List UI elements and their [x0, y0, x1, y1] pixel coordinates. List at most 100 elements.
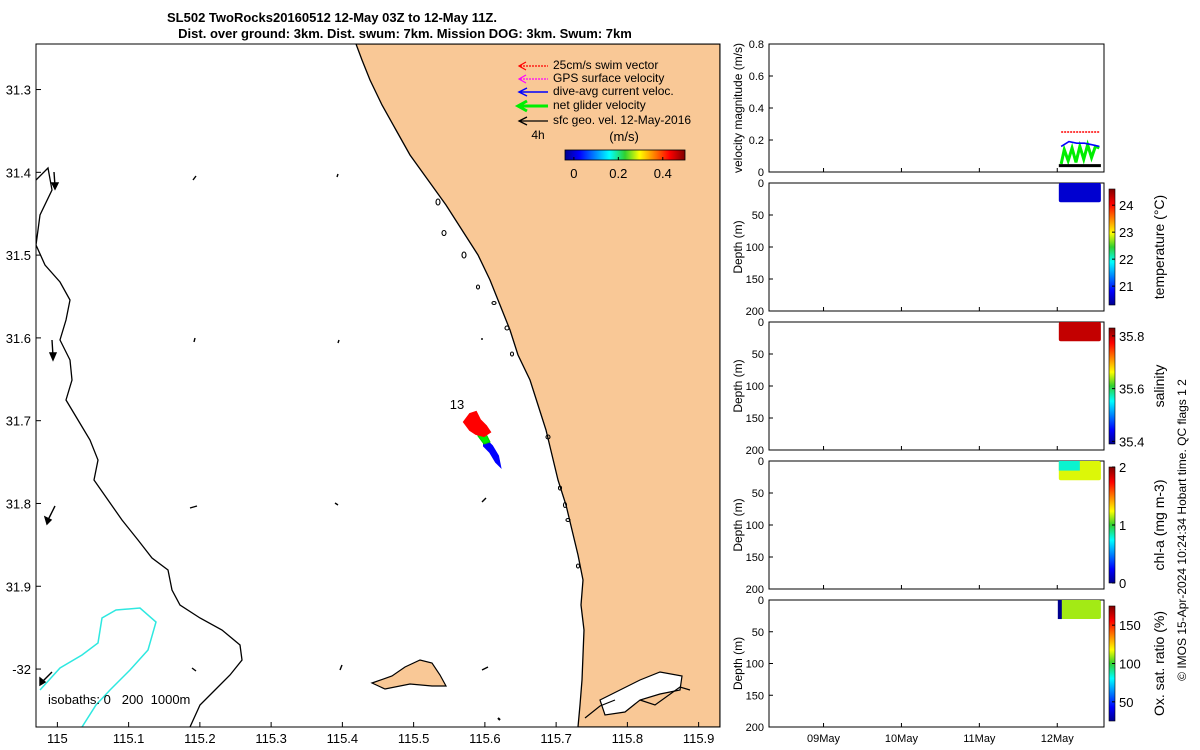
- legend-label-geo-velocity: sfc geo. vel. 12-May-2016: [553, 113, 691, 127]
- legend-item-dive-avg: dive-avg current veloc.: [517, 84, 674, 98]
- panel-y-tick-label: 50: [752, 349, 764, 361]
- hours-label: 4h: [531, 128, 544, 142]
- panel-y-tick-label: 0: [758, 456, 764, 468]
- magenta-arrow-icon: [517, 74, 527, 84]
- panel-y-tick-label: 200: [746, 306, 764, 318]
- map-x-tick-label: 115.2: [184, 731, 216, 746]
- time-axis: 09May 10May 11May 12May: [807, 733, 1074, 745]
- panel-y-tick-label: 150: [746, 690, 764, 702]
- panel-y-tick-label: 50: [752, 488, 764, 500]
- map-y-tick-label: -32: [12, 662, 31, 677]
- map-x-tick-label: 115.9: [683, 731, 715, 746]
- colorbar-tick-label: 24: [1119, 198, 1133, 213]
- map-y-tick-label: 31.6: [6, 331, 31, 346]
- red-arrow-icon: [517, 61, 527, 71]
- map-y-tick-label: 31.9: [6, 579, 31, 594]
- panel-y-label: Depth (m): [731, 498, 745, 551]
- map-colorbar: [564, 149, 686, 161]
- isobath-200m: [39, 607, 157, 727]
- panel-colorbar: [1108, 327, 1116, 445]
- map-x-tick-label: 115.1: [113, 731, 145, 746]
- colorbar-tick-label: 150: [1119, 618, 1141, 633]
- colorbar-tick-label: 1: [1119, 518, 1126, 533]
- panel-y-tick-label: 0: [758, 595, 764, 607]
- panel-frame: [768, 460, 1105, 590]
- colorbar-tick-label: 50: [1119, 695, 1133, 710]
- profile-block: [1058, 183, 1101, 203]
- profile-block-variation: [1058, 461, 1080, 471]
- panel-2: 0 50 100 150 200 Depth (m) 21 22 23 24 temperature…: [731, 178, 1167, 318]
- panel-4: 0 50 100 150 200 Depth (m) 0 1 2 chl-a (mg m-3): [731, 456, 1167, 596]
- legend-item-swim-vector: 25cm/s swim vector: [517, 58, 658, 72]
- panel-y-tick-label: 100: [746, 242, 764, 254]
- panel-y-tick-label: 50: [752, 627, 764, 639]
- segment-label: 13: [450, 397, 464, 412]
- profile-block: [1058, 322, 1101, 342]
- glider-track: [462, 410, 502, 721]
- legend-label-swim-vector: 25cm/s swim vector: [553, 58, 658, 72]
- colorbar-tick-label: 100: [1119, 657, 1141, 672]
- colorbar-tick-label: 22: [1119, 252, 1133, 267]
- series-line: [1059, 139, 1100, 166]
- panel-y-tick-label: 100: [746, 520, 764, 532]
- isobath-1000m: [36, 166, 243, 727]
- panel-5: 0 50 100 150 200 Depth (m) 50 100 150 Ox. sat. ra…: [731, 595, 1167, 734]
- profile-block-edge: [1057, 600, 1062, 620]
- time-tick-label: 11May: [963, 733, 996, 745]
- panel-y-tick-label: 0: [758, 317, 764, 329]
- reef-outlines: [435, 198, 581, 569]
- map-colorbar-tick-label: 0.4: [654, 166, 672, 181]
- time-tick-label: 10May: [885, 733, 919, 745]
- colorbar-tick-label: 0: [1119, 576, 1126, 591]
- panel-1: 0 0.2 0.4 0.6 0.8 velocity magnitude (m/s): [731, 39, 1105, 179]
- panel-y-tick-label: 150: [746, 274, 764, 286]
- colorbar-label: Ox. sat. ratio (%): [1151, 611, 1167, 716]
- time-series-panels: 0 0.2 0.4 0.6 0.8 velocity magnitude (m/s) 0 50…: [731, 39, 1167, 734]
- series-line: [1060, 140, 1100, 148]
- legend-item-net-velocity: net glider velocity: [514, 98, 646, 113]
- panel-y-label: velocity magnitude (m/s): [731, 43, 745, 173]
- map-frame: [35, 43, 721, 728]
- map-x-tick-label: 115.3: [255, 731, 287, 746]
- legend-label-dive-avg: dive-avg current veloc.: [553, 84, 674, 98]
- title-line-1: SL502 TwoRocks20160512 12-May 03Z to 12-…: [167, 10, 497, 25]
- map-colorbar-tick-label: 0.2: [609, 166, 627, 181]
- green-arrow-icon: [514, 99, 528, 113]
- map-x-ticks: 115 115.1 115.2 115.3 115.4 115.5 115.6 115.7 11…: [47, 722, 714, 746]
- colorbar-label: chl-a (mg m-3): [1151, 479, 1167, 570]
- title-line-2: Dist. over ground: 3km. Dist. swum: 7km.…: [178, 26, 632, 41]
- panel-y-tick-label: 0: [758, 167, 764, 179]
- estuary: [599, 671, 683, 716]
- map-legend: 25cm/s swim vector GPS surface velocity …: [514, 58, 691, 181]
- panel-y-label: Depth (m): [731, 637, 745, 690]
- black-arrow-icon: [517, 116, 528, 126]
- colorbar-tick-label: 21: [1119, 279, 1133, 294]
- panel-y-label: Depth (m): [731, 220, 745, 273]
- copyright-note: © IMOS 15-Apr-2024 10:24:34 Hobart time.…: [1175, 379, 1189, 681]
- legend-label-net-velocity: net glider velocity: [553, 98, 646, 112]
- map-y-tick-label: 31.7: [6, 414, 31, 429]
- panel-frame: [768, 321, 1105, 451]
- track-red: [462, 410, 492, 438]
- island: [370, 659, 448, 690]
- panel-y-tick-label: 200: [746, 584, 764, 596]
- isobaths-label: isobaths: 0 200 1000m: [48, 692, 190, 707]
- map-x-tick-label: 115.5: [398, 731, 430, 746]
- map-x-tick-label: 115.8: [612, 731, 644, 746]
- estuary-channel: [584, 686, 691, 719]
- map-colorbar-tick-label: 0: [570, 166, 577, 181]
- legend-item-geo-velocity: sfc geo. vel. 12-May-2016: [517, 113, 691, 127]
- legend-item-gps-velocity: GPS surface velocity: [517, 71, 664, 85]
- map-x-tick-label: 115: [47, 731, 68, 746]
- map-y-tick-label: 31.8: [6, 496, 31, 511]
- colorbar-label: temperature (°C): [1151, 195, 1167, 299]
- map-x-tick-label: 115.6: [469, 731, 501, 746]
- panel-y-tick-label: 150: [746, 413, 764, 425]
- land-mass: [355, 44, 720, 727]
- profile-block: [1058, 600, 1101, 620]
- panel-y-tick-label: 150: [746, 552, 764, 564]
- map-colorbar-ticks: 0 0.2 0.4: [570, 157, 672, 181]
- colorbar-tick-label: 35.4: [1119, 434, 1144, 449]
- map-panel: 115 115.1 115.2 115.3 115.4 115.5 115.6 115.7 11…: [6, 43, 721, 746]
